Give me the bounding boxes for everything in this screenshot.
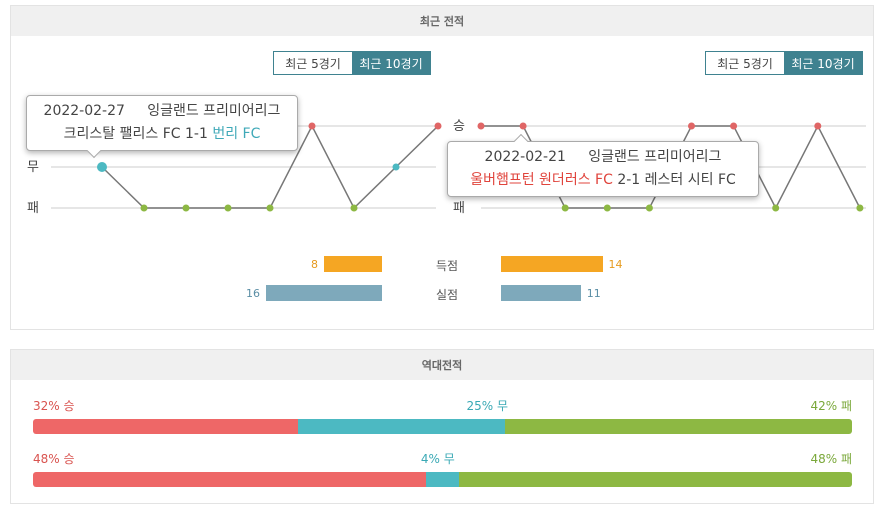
right-ylabel-win: 승	[453, 119, 465, 134]
right-form-point-6[interactable]	[688, 122, 695, 130]
goals-conceded-right-bar	[501, 285, 581, 301]
h2h-row-2-loss-label: 48% 패	[810, 452, 852, 466]
left-tab-last-5[interactable]: 최근 5경기	[274, 52, 352, 74]
right-tooltip-league: 잉글랜드 프리미어리그	[588, 149, 722, 165]
h2h-row-2-bar	[33, 472, 852, 487]
left-ylabel-loss: 패	[27, 201, 39, 216]
goals-conceded-left-bar	[266, 285, 382, 301]
left-tooltip-score: 1-1	[184, 126, 208, 142]
left-form-point-1[interactable]	[97, 162, 107, 172]
head-to-head-title: 역대전적	[11, 350, 873, 380]
h2h-row-1: 32% 승 25% 무 42% 패	[33, 397, 852, 434]
goals-conceded-left-value: 16	[246, 287, 260, 300]
right-form-point-7[interactable]	[730, 122, 738, 130]
left-form-point-3[interactable]	[182, 204, 190, 212]
h2h-row-1-draw-segment	[297, 419, 505, 434]
right-form-point-9[interactable]	[814, 122, 822, 130]
left-tooltip-home: 크리스탈 팰리스 FC	[63, 126, 181, 142]
goals-scored-left-bar	[324, 256, 382, 272]
right-form-point-4[interactable]	[603, 204, 611, 212]
goals-scored-right-bar	[501, 256, 603, 272]
left-form-point-4[interactable]	[224, 204, 232, 212]
h2h-row-1-win-label: 32% 승	[33, 399, 75, 413]
left-tooltip-date: 2022-02-27	[43, 103, 125, 119]
left-form-point-7[interactable]	[350, 204, 358, 212]
left-form-point-9[interactable]	[434, 122, 442, 130]
left-form-point-2[interactable]	[140, 204, 148, 212]
h2h-row-1-loss-label: 42% 패	[810, 399, 852, 413]
h2h-row-2: 48% 승 4% 무 48% 패	[33, 450, 852, 487]
goals-scored-right-value: 14	[608, 258, 623, 271]
left-tooltip-league: 잉글랜드 프리미어리그	[147, 103, 281, 119]
right-tooltip-away: 레스터 시티 FC	[644, 172, 736, 188]
left-tooltip-line1: 2022-02-27 잉글랜드 프리미어리그	[41, 100, 283, 123]
right-form-point-8[interactable]	[772, 204, 780, 212]
left-ylabel-draw: 무	[27, 160, 39, 175]
recent-form-title: 최근 전적	[11, 6, 873, 36]
right-tooltip-home: 울버햄프턴 원더러스 FC	[470, 172, 613, 188]
goals-conceded-right-value: 11	[586, 287, 601, 300]
left-form-point-6[interactable]	[308, 122, 316, 130]
h2h-row-2-loss-segment	[458, 472, 852, 487]
right-tab-last-5[interactable]: 최근 5경기	[706, 52, 784, 74]
left-tooltip-away: 번리 FC	[212, 126, 261, 142]
left-form-point-5[interactable]	[266, 204, 274, 212]
goals-scored-label: 득점	[435, 259, 459, 273]
left-tab-last-10[interactable]: 최근 10경기	[352, 52, 430, 74]
right-tooltip-score: 2-1	[617, 172, 641, 188]
right-form-point-5[interactable]	[645, 204, 653, 212]
right-form-point-2[interactable]	[519, 122, 527, 130]
right-tab-last-10[interactable]: 최근 10경기	[784, 52, 862, 74]
h2h-row-1-bar	[33, 419, 852, 434]
h2h-row-2-win-segment	[33, 472, 427, 487]
right-ylabel-loss: 패	[453, 201, 465, 216]
head-to-head-panel: 역대전적 32% 승 25% 무 42% 패 48% 승 4% 무 48% 패	[10, 349, 874, 504]
left-tooltip-line2: 크리스탈 팰리스 FC 1-1 번리 FC	[41, 123, 283, 146]
right-form-point-3[interactable]	[561, 204, 569, 212]
recent-form-panel: 최근 전적 최근 5경기 최근 10경기 최근 5경기 최근 10경기 무 패 …	[10, 5, 874, 330]
right-form-point-10[interactable]	[856, 204, 864, 212]
h2h-row-2-win-label: 48% 승	[33, 452, 75, 466]
left-form-point-8[interactable]	[392, 163, 400, 171]
goals-scored-left-value: 8	[311, 258, 318, 271]
h2h-row-1-win-segment	[33, 419, 298, 434]
right-form-point-1[interactable]	[477, 122, 485, 130]
h2h-row-2-draw-segment	[426, 472, 459, 487]
h2h-row-2-draw-label: 4% 무	[420, 452, 455, 466]
right-tooltip-line1: 2022-02-21 잉글랜드 프리미어리그	[462, 146, 744, 169]
h2h-row-1-draw-label: 25% 무	[466, 399, 509, 413]
right-tooltip-line2: 울버햄프턴 원더러스 FC 2-1 레스터 시티 FC	[462, 169, 744, 192]
goals-conceded-row: 16 실점 11	[11, 285, 875, 303]
right-tab-group: 최근 5경기 최근 10경기	[705, 51, 863, 75]
h2h-row-1-loss-segment	[504, 419, 852, 434]
right-match-tooltip: 2022-02-21 잉글랜드 프리미어리그 울버햄프턴 원더러스 FC 2-1…	[447, 133, 759, 197]
right-tooltip-date: 2022-02-21	[484, 149, 566, 165]
left-match-tooltip: 2022-02-27 잉글랜드 프리미어리그 크리스탈 팰리스 FC 1-1 번…	[26, 95, 298, 159]
left-tab-group: 최근 5경기 최근 10경기	[273, 51, 431, 75]
goals-conceded-label: 실점	[435, 288, 459, 302]
goals-scored-row: 8 득점 14	[11, 256, 875, 274]
